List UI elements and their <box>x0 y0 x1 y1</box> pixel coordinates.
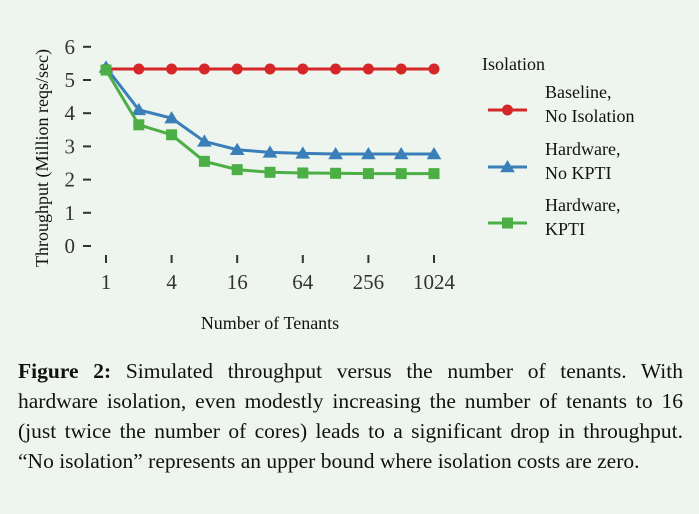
series-1 <box>100 63 440 75</box>
series-2-point-3 <box>164 111 179 124</box>
series-3-point-6 <box>264 166 276 178</box>
y-tick-label-4: 4 <box>65 101 76 125</box>
legend-label-3-line-1: Hardware, <box>545 195 620 215</box>
series-3-point-5 <box>231 164 243 176</box>
series-2-line <box>104 66 434 156</box>
series-3-point-1 <box>100 64 112 76</box>
series-3-point-8 <box>330 167 342 179</box>
series-3-point-2 <box>133 119 145 131</box>
series-1-point-9 <box>362 63 374 75</box>
series-3-point-4 <box>198 155 210 167</box>
legend-label-2-line-2: No KPTI <box>545 163 612 183</box>
legend-item-1: Baseline, No Isolation <box>488 82 635 126</box>
series-3-point-11 <box>428 168 440 180</box>
plot-area <box>98 60 442 180</box>
y-tick-label-0: 0 <box>65 234 76 258</box>
y-tick-label-3: 3 <box>65 134 76 158</box>
legend-label-3-line-2: KPTI <box>545 219 585 239</box>
caption-text: Simulated throughput versus the number o… <box>18 359 683 473</box>
legend-swatch-marker-2 <box>500 160 515 173</box>
legend-item-2: Hardware, No KPTI <box>488 139 620 183</box>
series-2-point-6 <box>262 145 278 158</box>
series-1-point-8 <box>330 63 342 75</box>
series-3-line <box>104 69 434 176</box>
figure-caption: Figure 2: Simulated throughput versus th… <box>18 356 683 476</box>
series-2-point-7 <box>295 146 311 159</box>
x-axis: 1 4 16 64 256 1024 <box>101 255 456 294</box>
caption-label: Figure 2: <box>18 359 112 383</box>
series-2-point-2 <box>131 102 147 116</box>
series-2-point-11 <box>426 147 442 160</box>
legend-label-2-line-1: Hardware, <box>545 139 620 159</box>
x-tick-label-64: 64 <box>292 270 314 294</box>
series-1-point-11 <box>428 63 440 75</box>
series-1-point-4 <box>198 63 210 75</box>
series-1-point-3 <box>166 63 178 75</box>
series-2-point-10 <box>393 147 409 160</box>
series-2-point-4 <box>197 134 212 147</box>
legend-swatch-marker-3 <box>502 217 513 229</box>
series-3-point-7 <box>297 167 309 179</box>
y-tick-label-5: 5 <box>65 68 76 92</box>
legend: Isolation Baseline, No Isolation Hardware,… <box>482 54 635 239</box>
legend-title: Isolation <box>482 54 545 74</box>
x-tick-label-256: 256 <box>353 270 385 294</box>
series-1-point-10 <box>395 63 407 75</box>
x-tick-label-16: 16 <box>227 270 248 294</box>
series-1-point-6 <box>264 63 276 75</box>
series-2 <box>98 60 442 160</box>
chart-svg: Throughput (Million reqs/sec) Number of … <box>32 35 635 333</box>
series-2-point-9 <box>361 147 376 160</box>
series-1-point-2 <box>133 63 145 75</box>
y-axis: 0 1 2 3 4 5 6 <box>65 35 91 258</box>
series-3 <box>100 64 440 180</box>
y-tick-label-6: 6 <box>65 35 76 59</box>
x-tick-label-1: 1 <box>101 270 112 294</box>
x-tick-label-4: 4 <box>166 270 177 294</box>
x-tick-label-1024: 1024 <box>413 270 456 294</box>
x-axis-title: Number of Tenants <box>201 313 339 333</box>
series-2-point-8 <box>328 147 343 160</box>
y-tick-label-1: 1 <box>65 201 76 225</box>
legend-label-1-line-2: No Isolation <box>545 106 635 126</box>
series-3-point-9 <box>362 168 374 180</box>
series-3-point-3 <box>166 129 178 141</box>
legend-label-1-line-1: Baseline, <box>545 82 611 102</box>
legend-swatch-marker-1 <box>502 104 513 116</box>
series-1-point-5 <box>231 63 243 75</box>
legend-item-3: Hardware, KPTI <box>488 195 620 239</box>
series-1-point-7 <box>297 63 309 75</box>
throughput-chart: Throughput (Million reqs/sec) Number of … <box>32 35 635 333</box>
series-2-point-5 <box>229 142 245 155</box>
y-tick-label-2: 2 <box>65 168 76 192</box>
y-axis-title: Throughput (Million reqs/sec) <box>32 49 53 267</box>
series-3-point-10 <box>395 168 407 180</box>
